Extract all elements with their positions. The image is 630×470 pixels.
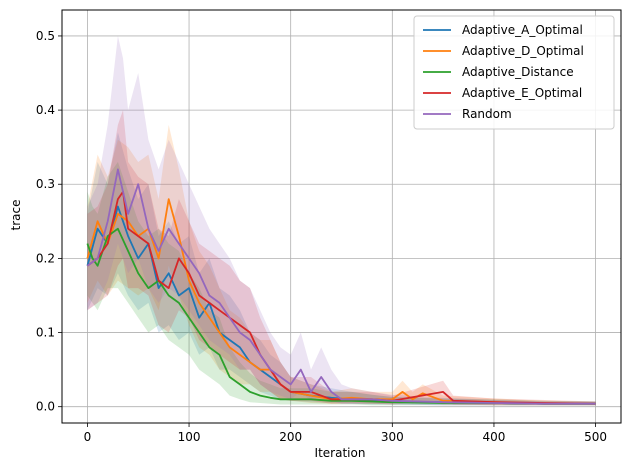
x-tick-label: 0 <box>84 430 92 444</box>
legend-label-adaptive-e-optimal: Adaptive_E_Optimal <box>462 86 582 100</box>
x-tick-label: 500 <box>584 430 607 444</box>
series-line-adaptive-d-optimal <box>86 198 596 405</box>
y-tick-label: 0.4 <box>36 103 55 117</box>
y-axis-label: trace <box>9 200 23 231</box>
band-random <box>87 36 596 406</box>
legend-box <box>413 15 615 130</box>
series-lines <box>86 168 596 405</box>
x-tick-label: 400 <box>483 430 506 444</box>
y-tick-label: 0.1 <box>36 326 55 340</box>
x-tick-label: 200 <box>279 430 302 444</box>
x-axis-ticks: 0 100 200 300 400 500 <box>84 423 607 444</box>
band-adaptive-e-optimal <box>87 110 596 406</box>
y-tick-label: 0.0 <box>36 400 55 414</box>
legend-label-adaptive-distance: Adaptive_Distance <box>462 65 574 79</box>
legend-label-adaptive-a-optimal: Adaptive_A_Optimal <box>462 23 583 37</box>
legend-label-random: Random <box>462 107 512 121</box>
legend: Adaptive_A_Optimal Adaptive_D_Optimal Adap… <box>413 15 615 130</box>
x-tick-label: 300 <box>381 430 404 444</box>
confidence-bands <box>87 36 596 406</box>
y-axis-ticks: 0.0 0.1 0.2 0.3 0.4 0.5 <box>36 29 62 414</box>
y-tick-label: 0.2 <box>36 251 55 265</box>
x-axis-label: Iteration <box>315 446 366 460</box>
y-tick-label: 0.3 <box>36 177 55 191</box>
series-line-random <box>86 168 596 405</box>
band-adaptive-a-optimal <box>87 132 596 406</box>
x-tick-label: 100 <box>178 430 201 444</box>
series-line-adaptive-distance <box>86 227 596 405</box>
band-adaptive-distance <box>87 162 596 406</box>
legend-label-adaptive-d-optimal: Adaptive_D_Optimal <box>462 44 584 58</box>
band-adaptive-d-optimal <box>87 124 596 406</box>
y-tick-label: 0.5 <box>36 29 55 43</box>
plot-frame <box>61 9 622 424</box>
